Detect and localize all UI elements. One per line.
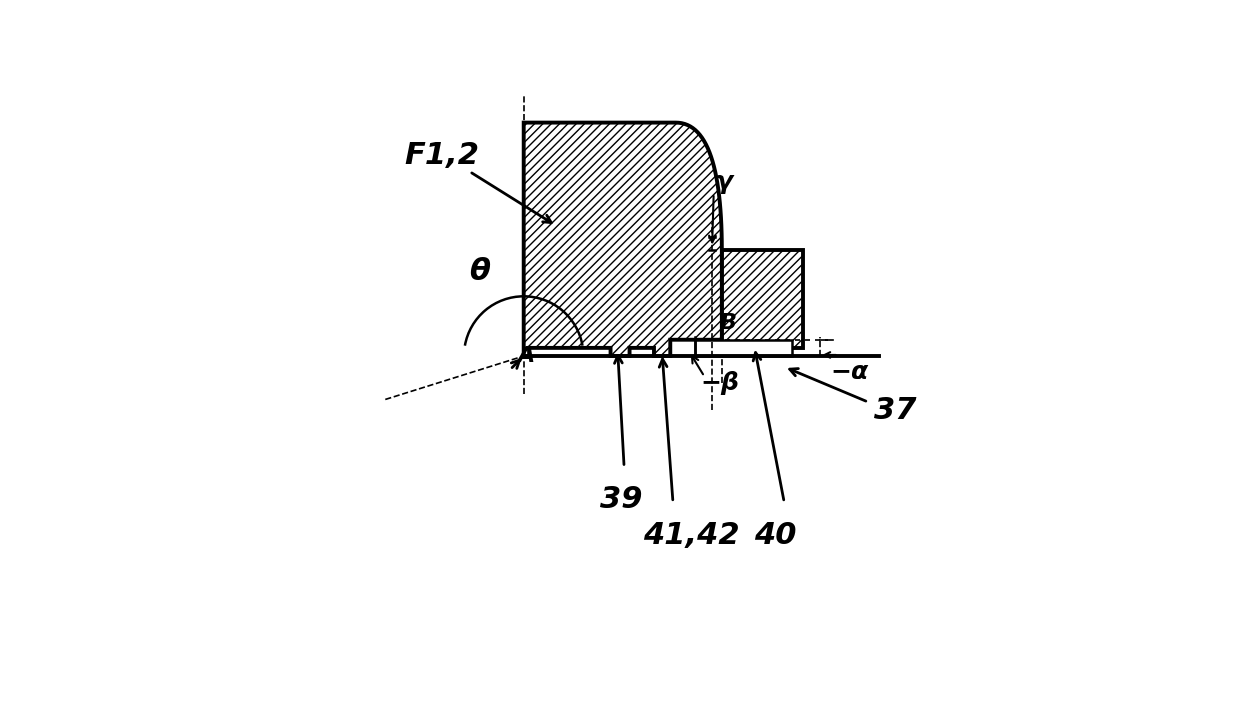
- Text: A: A: [517, 346, 534, 366]
- Polygon shape: [524, 123, 722, 356]
- Polygon shape: [722, 250, 803, 348]
- Text: 39: 39: [600, 485, 642, 515]
- Text: F1,2: F1,2: [404, 141, 479, 170]
- Text: B: B: [720, 314, 737, 333]
- Text: 40: 40: [755, 521, 797, 550]
- Text: 37: 37: [873, 396, 917, 425]
- Polygon shape: [695, 340, 793, 356]
- Text: θ: θ: [470, 257, 491, 286]
- Text: 41,42: 41,42: [643, 521, 740, 550]
- Text: −β: −β: [700, 371, 738, 396]
- Text: γ: γ: [715, 171, 732, 195]
- Text: −α: −α: [830, 360, 869, 384]
